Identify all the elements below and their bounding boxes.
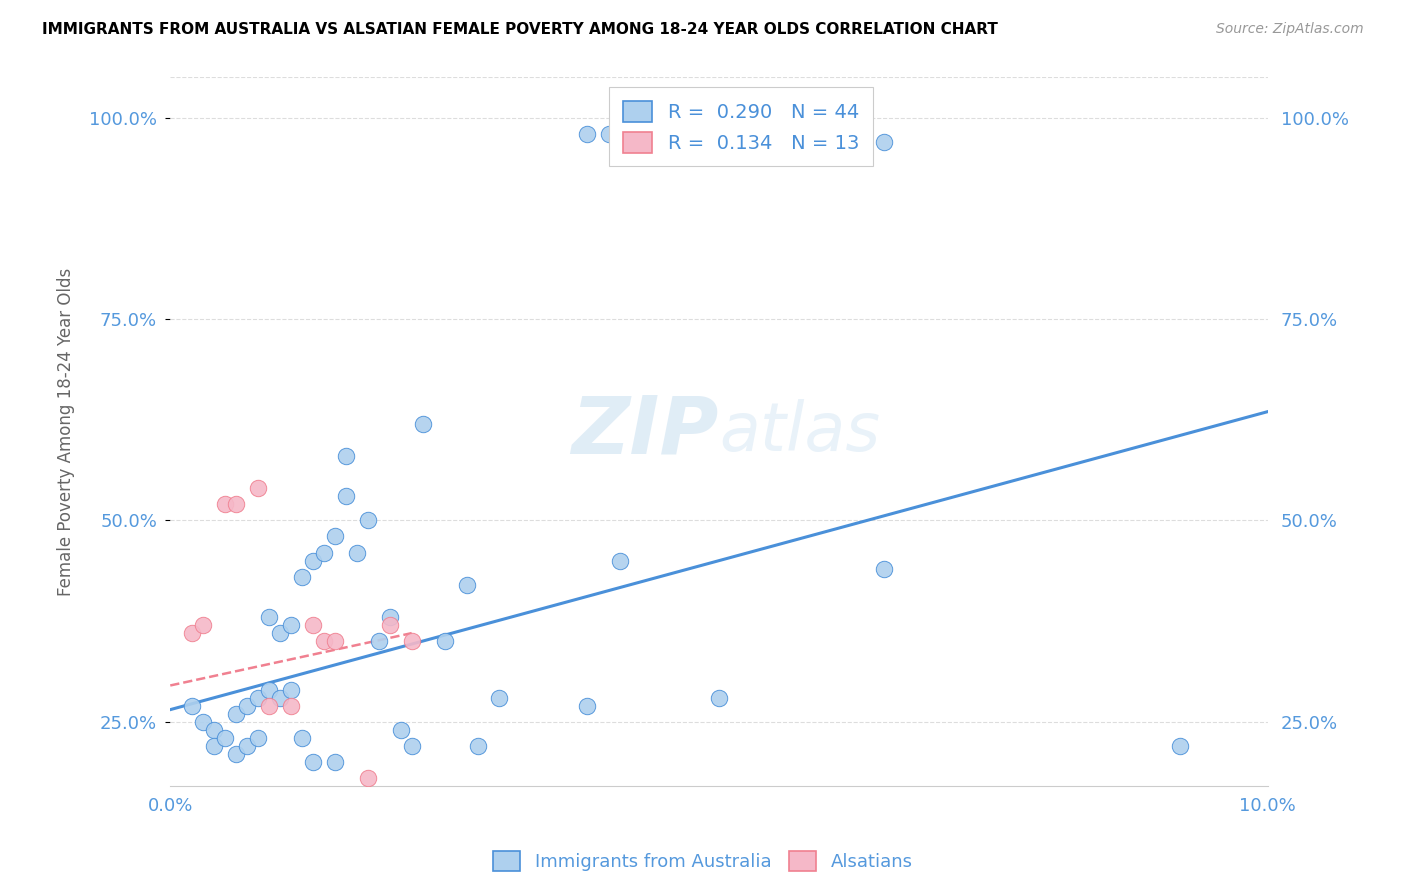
Point bbox=[872, 135, 894, 149]
Point bbox=[193, 714, 215, 729]
Point bbox=[389, 723, 412, 737]
Point bbox=[225, 706, 247, 721]
Text: Source: ZipAtlas.com: Source: ZipAtlas.com bbox=[1216, 22, 1364, 37]
Text: ZIP: ZIP bbox=[572, 392, 718, 471]
Point bbox=[609, 554, 631, 568]
Point bbox=[291, 731, 314, 745]
Legend: Immigrants from Australia, Alsatians: Immigrants from Australia, Alsatians bbox=[486, 844, 920, 879]
Point bbox=[433, 634, 456, 648]
Point bbox=[257, 682, 280, 697]
Point bbox=[181, 626, 204, 640]
Point bbox=[214, 497, 236, 511]
Point bbox=[378, 610, 401, 624]
Point bbox=[257, 698, 280, 713]
Y-axis label: Female Poverty Among 18-24 Year Olds: Female Poverty Among 18-24 Year Olds bbox=[58, 268, 75, 596]
Point bbox=[291, 570, 314, 584]
Point bbox=[302, 755, 325, 769]
Point bbox=[401, 739, 423, 753]
Point bbox=[236, 739, 259, 753]
Point bbox=[401, 634, 423, 648]
Point bbox=[247, 690, 270, 705]
Point bbox=[202, 723, 225, 737]
Point bbox=[302, 618, 325, 632]
Point bbox=[456, 578, 478, 592]
Point bbox=[598, 811, 620, 825]
Point bbox=[488, 690, 510, 705]
Point bbox=[302, 554, 325, 568]
Point bbox=[236, 698, 259, 713]
Point bbox=[247, 731, 270, 745]
Point bbox=[269, 690, 291, 705]
Point bbox=[378, 618, 401, 632]
Point bbox=[576, 698, 599, 713]
Point bbox=[202, 739, 225, 753]
Point bbox=[412, 417, 434, 431]
Point bbox=[323, 529, 346, 543]
Point bbox=[181, 698, 204, 713]
Point bbox=[193, 618, 215, 632]
Point bbox=[367, 634, 389, 648]
Point bbox=[576, 127, 599, 141]
Point bbox=[280, 682, 302, 697]
Point bbox=[1168, 739, 1191, 753]
Point bbox=[280, 618, 302, 632]
Point bbox=[269, 626, 291, 640]
Legend: R =  0.290   N = 44, R =  0.134   N = 13: R = 0.290 N = 44, R = 0.134 N = 13 bbox=[609, 87, 873, 167]
Point bbox=[323, 755, 346, 769]
Point bbox=[872, 562, 894, 576]
Point bbox=[312, 634, 335, 648]
Point bbox=[707, 690, 730, 705]
Point bbox=[214, 731, 236, 745]
Text: atlas: atlas bbox=[718, 399, 880, 465]
Point bbox=[598, 127, 620, 141]
Point bbox=[225, 747, 247, 761]
Point bbox=[323, 634, 346, 648]
Point bbox=[357, 771, 380, 785]
Point bbox=[312, 545, 335, 559]
Point bbox=[335, 449, 357, 463]
Point bbox=[357, 513, 380, 527]
Point bbox=[346, 545, 368, 559]
Point bbox=[335, 489, 357, 503]
Point bbox=[257, 610, 280, 624]
Text: IMMIGRANTS FROM AUSTRALIA VS ALSATIAN FEMALE POVERTY AMONG 18-24 YEAR OLDS CORRE: IMMIGRANTS FROM AUSTRALIA VS ALSATIAN FE… bbox=[42, 22, 998, 37]
Point bbox=[467, 739, 489, 753]
Point bbox=[247, 481, 270, 495]
Point bbox=[510, 852, 533, 866]
Point bbox=[225, 497, 247, 511]
Point bbox=[280, 698, 302, 713]
